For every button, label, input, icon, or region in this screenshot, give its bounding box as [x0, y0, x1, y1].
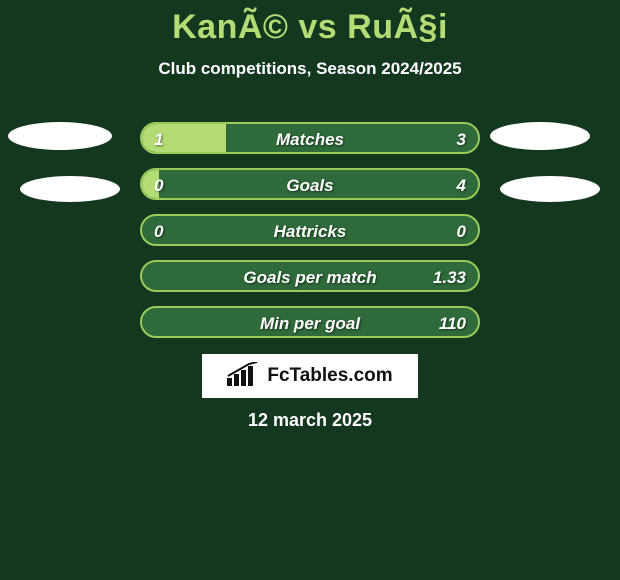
stat-bar: 13Matches — [140, 122, 480, 154]
stat-row: 0 0Hattricks — [0, 214, 620, 246]
stat-bar: 1.33Goals per match — [140, 260, 480, 292]
stat-row: 110Min per goal — [0, 306, 620, 338]
stat-label: Goals — [142, 170, 478, 200]
stat-label: Goals per match — [142, 262, 478, 292]
brand-box: FcTables.com — [202, 354, 418, 398]
stat-value-left: 1 — [154, 124, 163, 154]
stat-value-right: 1.33 — [433, 262, 466, 292]
decorative-ellipse — [20, 176, 120, 202]
stat-label: Hattricks — [142, 216, 478, 246]
stat-value-right: 3 — [457, 124, 466, 154]
brand-text: FcTables.com — [267, 365, 392, 387]
stat-label: Min per goal — [142, 308, 478, 338]
stat-value-right: 110 — [439, 308, 466, 338]
stat-value-left: 0 — [154, 170, 163, 200]
stat-bar: 0 4Goals — [140, 168, 480, 200]
decorative-ellipse — [490, 122, 590, 150]
stat-row: 1.33Goals per match — [0, 260, 620, 292]
stat-bar: 0 0Hattricks — [140, 214, 480, 246]
stat-bar: 110Min per goal — [140, 306, 480, 338]
decorative-ellipse — [500, 176, 600, 202]
stat-value-right: 4 — [457, 170, 466, 200]
page-title: KanÃ© vs RuÃ§i — [0, 0, 620, 47]
stat-value-right: 0 — [457, 216, 466, 246]
stat-rows: 13Matches04Goals00Hattricks1.33Goals per… — [0, 122, 620, 352]
stat-value-left: 0 — [154, 216, 163, 246]
date-label: 12 march 2025 — [0, 410, 620, 431]
chart-bars-icon — [227, 362, 261, 391]
page-subtitle: Club competitions, Season 2024/2025 — [0, 59, 620, 79]
comparison-canvas: KanÃ© vs RuÃ§i Club competitions, Season… — [0, 0, 620, 580]
decorative-ellipse — [8, 122, 112, 150]
